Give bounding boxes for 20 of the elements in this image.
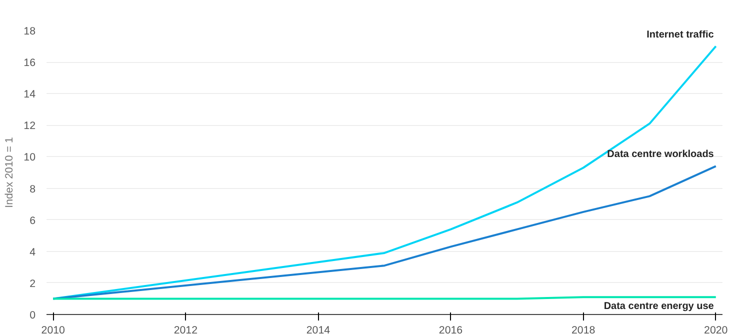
x-tick-label: 2016 [438,324,463,336]
series-label: Data centre energy use [604,301,714,312]
y-axis-title: Index 2010 = 1 [4,137,16,208]
x-tick-label: 2014 [306,324,330,336]
y-tick-label: 14 [24,88,36,101]
x-tick-label: 2010 [41,324,66,336]
y-tick-label: 12 [24,120,36,132]
x-tick-label: 2012 [174,324,198,336]
series-label: Internet traffic [646,29,714,40]
x-tick-label: 2020 [704,324,728,336]
y-tick-label: 0 [30,310,36,322]
y-tick-label: 6 [30,214,36,227]
series-label: Data centre workloads [607,149,714,160]
y-tick-label: 16 [24,57,36,70]
y-tick-label: 10 [24,152,36,164]
y-tick-label: 4 [30,246,36,258]
y-tick-label: 8 [30,183,36,196]
y-tick-label: 18 [24,26,36,38]
y-tick-label: 2 [30,278,36,290]
x-tick-label: 2018 [571,324,596,336]
